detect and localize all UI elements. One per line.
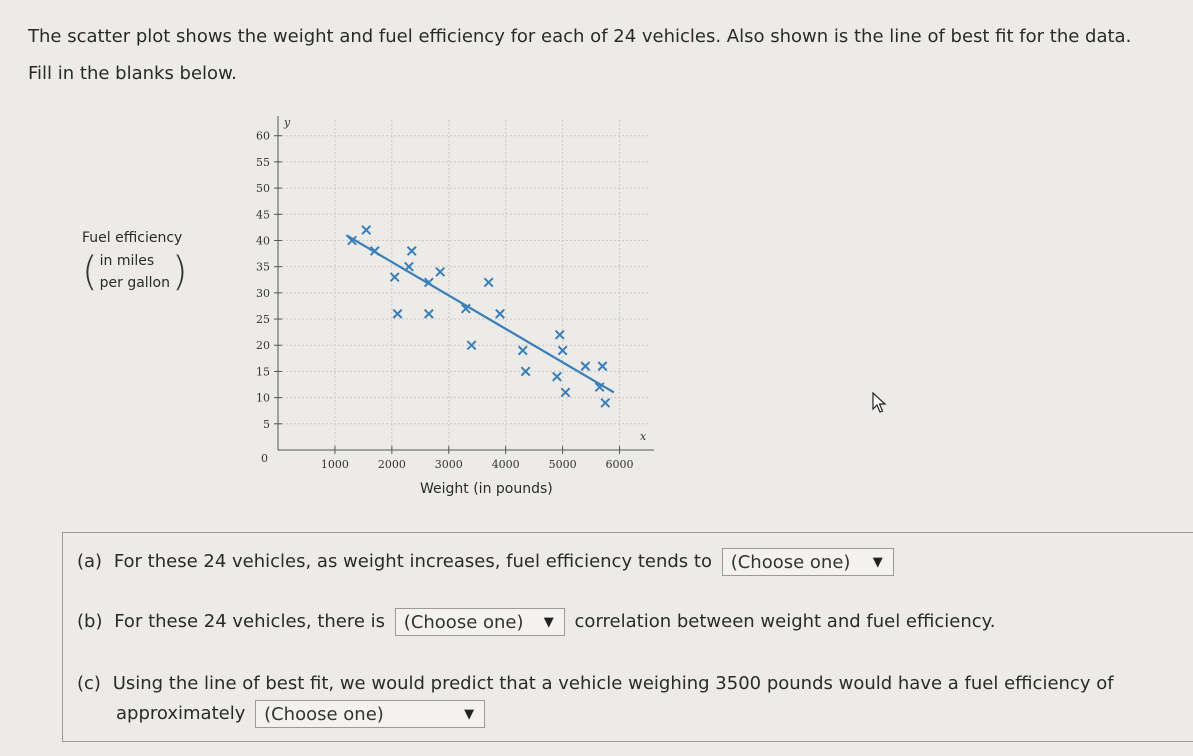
y-tick-label: 25 <box>256 313 270 326</box>
data-point <box>483 277 494 288</box>
question-a: (a) For these 24 vehicles, as weight inc… <box>77 547 898 577</box>
y-tick-label: 20 <box>256 339 270 352</box>
x-tick-label: 3000 <box>435 458 463 471</box>
question-a-label: (a) <box>77 551 103 572</box>
chevron-down-icon: ▼ <box>543 615 554 630</box>
mouse-pointer-icon <box>872 391 888 418</box>
data-point <box>594 382 605 393</box>
y-tick-label: 40 <box>256 234 270 247</box>
data-point <box>600 397 611 408</box>
y-tick-label: 55 <box>256 156 270 169</box>
data-point <box>406 246 417 256</box>
questions-panel: (a) For these 24 vehicles, as weight inc… <box>62 532 1193 742</box>
data-point <box>435 266 446 277</box>
chevron-down-icon: ▼ <box>872 555 883 570</box>
data-point <box>361 225 372 235</box>
data-point <box>423 308 434 319</box>
question-a-text: For these 24 vehicles, as weight increas… <box>113 551 712 572</box>
y-axis-title-units: ( in miles per gallon ) <box>82 250 188 294</box>
question-c-select-value: (Choose one) <box>264 704 384 725</box>
x-axis-letter: x <box>640 430 647 443</box>
question-b-select-value: (Choose one) <box>403 612 524 633</box>
x-tick-label: 1000 <box>321 458 349 471</box>
chevron-down-icon: ▼ <box>464 707 475 722</box>
scatter-plot: 1000 2000 3000 4000 5000 6000 5 10 15 20 25 30 35 40 4… <box>256 116 654 471</box>
data-point <box>392 308 403 319</box>
question-b-select[interactable]: (Choose one) ▼ <box>394 608 565 636</box>
x-axis-title: Weight (in pounds) <box>420 481 553 497</box>
y-tick-label: 15 <box>256 365 270 378</box>
data-point <box>520 366 531 377</box>
question-b-text-before: For these 24 vehicles, there is <box>114 611 386 632</box>
data-point <box>495 308 505 319</box>
data-point <box>557 345 568 356</box>
question-c-text: Using the line of best fit, we would pre… <box>112 673 1114 694</box>
data-point <box>554 329 565 340</box>
x-tick-label: 2000 <box>378 458 406 471</box>
data-point <box>423 277 434 288</box>
question-c-text-2: approximately <box>116 703 246 724</box>
question-c-line2: approximately (Choose one) ▼ <box>116 699 489 729</box>
data-point <box>560 387 571 398</box>
data-point <box>466 340 477 351</box>
y-tick-label: 45 <box>256 208 270 221</box>
y-tick-label: 60 <box>256 130 270 143</box>
x-tick-label: 5000 <box>549 458 577 471</box>
data-point <box>404 261 414 272</box>
y-tick-label: 50 <box>256 182 270 195</box>
origin-label: 0 <box>261 452 268 465</box>
right-paren-icon: ) <box>172 249 188 295</box>
data-point <box>347 235 357 246</box>
best-fit-line <box>345 234 615 394</box>
question-b: (b) For these 24 vehicles, there is (Cho… <box>77 607 996 637</box>
y-axis-units-line-b: per gallon <box>99 275 170 291</box>
data-point <box>460 303 471 314</box>
y-axis-title-main: Fuel efficiency <box>82 230 183 246</box>
y-axis-letter: y <box>283 116 291 129</box>
data-point <box>580 361 591 372</box>
question-c-select[interactable]: (Choose one) ▼ <box>255 700 486 728</box>
data-point <box>517 345 528 356</box>
question-c-label: (c) <box>77 673 101 694</box>
data-point <box>552 371 562 382</box>
y-tick-label: 35 <box>256 261 270 274</box>
intro-line-2: Fill in the blanks below. <box>28 63 237 84</box>
x-tick-label: 6000 <box>606 458 634 471</box>
data-point <box>369 246 380 256</box>
question-a-select-value: (Choose one) <box>730 552 851 573</box>
y-tick-label: 30 <box>256 287 270 300</box>
problem-statement: The scatter plot shows the weight and fu… <box>28 22 1188 96</box>
question-c: (c) Using the line of best fit, we would… <box>77 669 1114 699</box>
data-point <box>389 272 400 283</box>
y-tick-label: 5 <box>263 418 270 431</box>
data-point <box>597 361 608 372</box>
x-tick-label: 4000 <box>492 458 520 471</box>
intro-line-1: The scatter plot shows the weight and fu… <box>28 26 1132 47</box>
question-a-select[interactable]: (Choose one) ▼ <box>721 548 894 576</box>
y-axis-units-line-a: in miles <box>99 253 155 269</box>
y-axis-title: Fuel efficiency ( in miles per gallon ) <box>82 228 188 294</box>
question-b-label: (b) <box>77 611 103 632</box>
y-tick-label: 10 <box>256 392 270 405</box>
question-b-text-after: correlation between weight and fuel effi… <box>574 611 996 632</box>
left-paren-icon: ( <box>82 249 98 295</box>
